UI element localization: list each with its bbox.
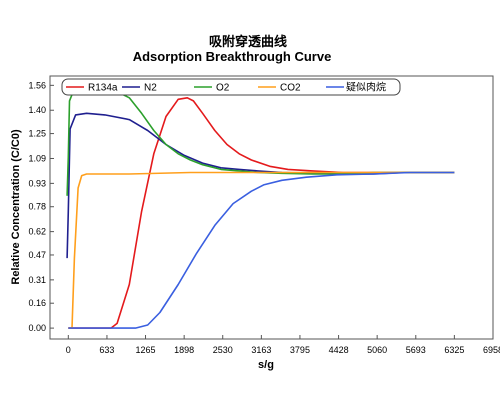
x-axis-label: s/g [258, 359, 274, 371]
y-tick-label: 1.56 [28, 80, 46, 90]
x-tick-label: 2530 [213, 345, 233, 355]
y-tick-label: 0.00 [28, 323, 46, 333]
legend-items: R134a N2 O2 CO2 疑似肉烷 [66, 81, 386, 94]
x-tick-label: 6958 [483, 345, 500, 355]
x-tick-label: 3163 [251, 345, 271, 355]
y-tick-label: 1.09 [28, 153, 46, 163]
legend: R134a N2 O2 CO2 疑似肉烷 [61, 78, 401, 96]
y-tick-label: 0.62 [28, 227, 46, 237]
legend-label: 疑似肉烷 [346, 81, 386, 94]
legend-label: R134a [88, 83, 118, 94]
series-line-4 [68, 171, 455, 329]
legend-label: CO2 [280, 83, 301, 94]
series-line-3 [68, 171, 455, 329]
chart-title: Adsorption Breakthrough Curve [133, 49, 332, 64]
x-tick-label: 4428 [329, 345, 349, 355]
series-group [66, 89, 455, 329]
y-tick-label: 0.93 [28, 178, 46, 188]
y-tick-label: 0.47 [28, 250, 46, 260]
y-axis-label: Relative Concentration (C/C0) [10, 129, 22, 285]
y-tick-label: 1.40 [28, 105, 46, 115]
x-tick-label: 633 [99, 345, 114, 355]
x-tick-label: 6325 [444, 345, 464, 355]
y-tick-label: 0.16 [28, 298, 46, 308]
legend-box [61, 78, 401, 96]
legend-label: O2 [216, 83, 230, 94]
x-axis: 0 633 1265 1898 2530 3163 3795 4428 5060 5693 6325… [66, 335, 500, 355]
x-tick-label: 1265 [136, 345, 156, 355]
y-tick-label: 0.78 [28, 202, 46, 212]
legend-label: N2 [144, 83, 157, 94]
x-tick-label: 3795 [290, 345, 310, 355]
plot-area [49, 75, 494, 340]
x-tick-label: 0 [66, 345, 71, 355]
y-tick-label: 1.25 [28, 129, 46, 139]
x-tick-label: 1898 [174, 345, 194, 355]
y-axis: 0.00 0.16 0.31 0.47 0.62 0.78 0.93 1.09 1.25 1.40… [28, 80, 54, 333]
series-line-0 [68, 97, 455, 329]
series-line-2 [66, 89, 455, 196]
y-tick-label: 0.31 [28, 275, 46, 285]
x-tick-label: 5693 [406, 345, 426, 355]
x-tick-label: 5060 [367, 345, 387, 355]
chart-title-cn: 吸附穿透曲线 [209, 34, 287, 50]
